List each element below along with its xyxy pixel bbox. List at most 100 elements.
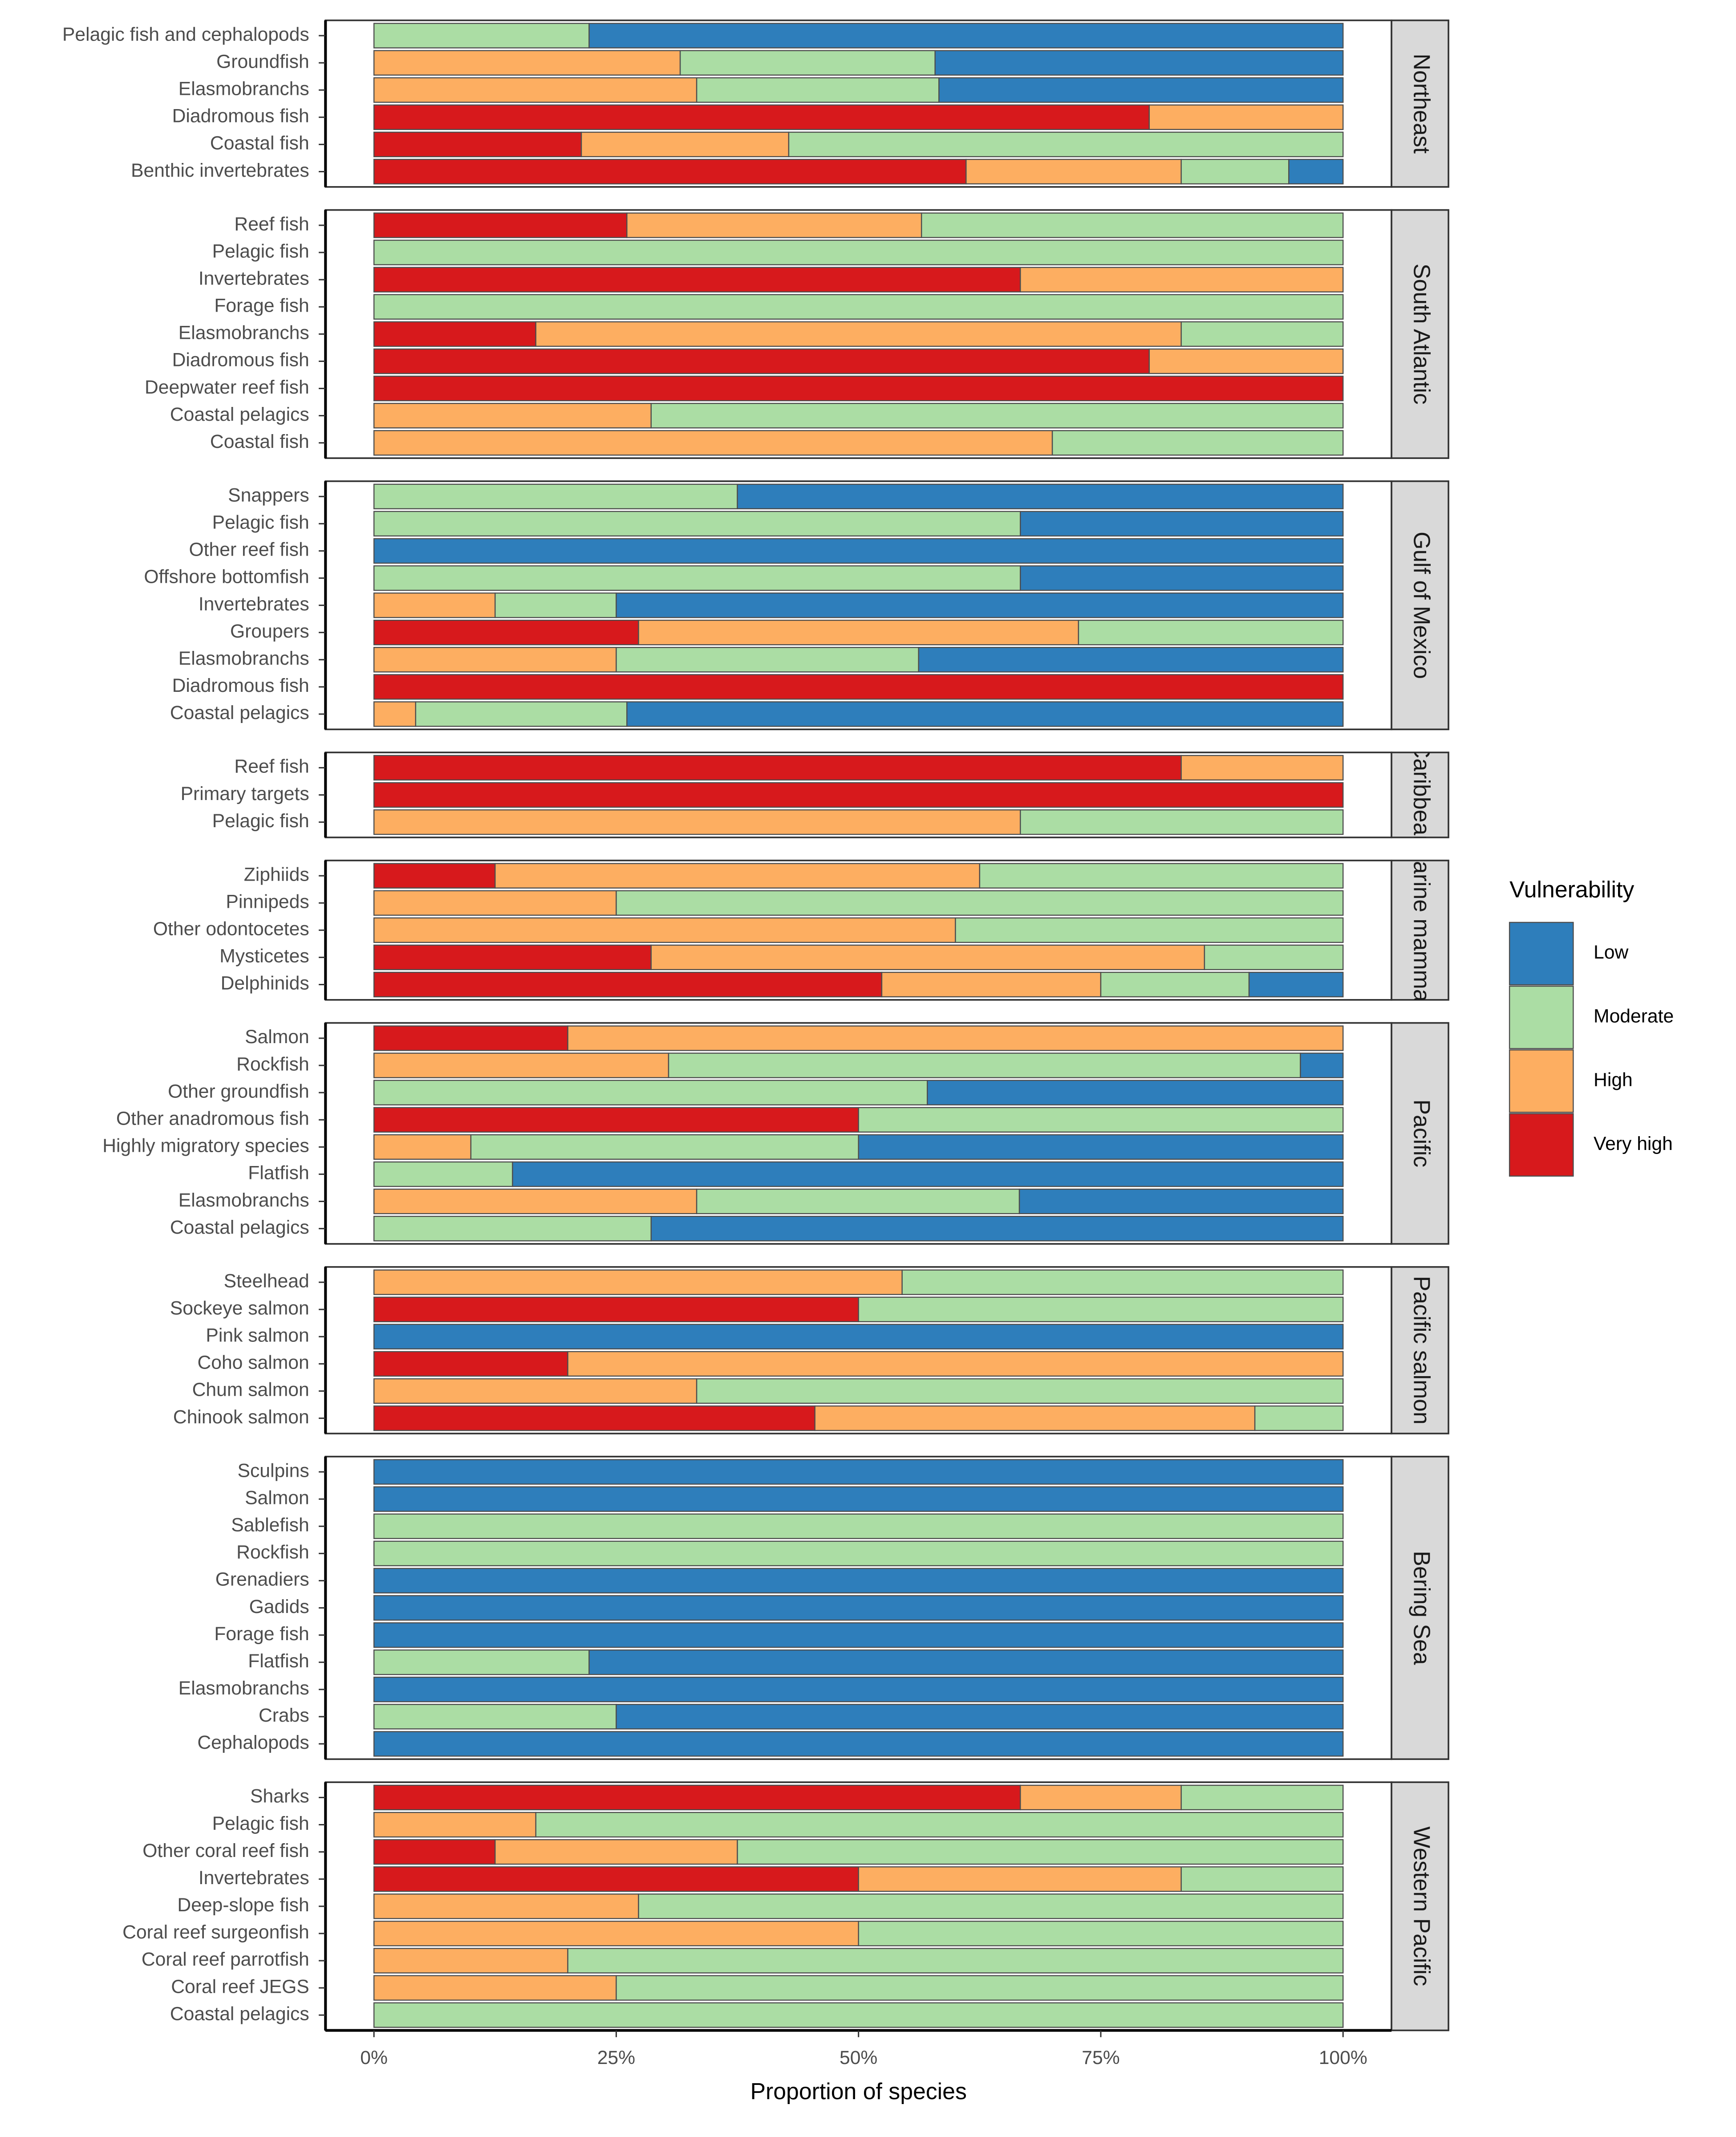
bar-segment bbox=[373, 1595, 1344, 1621]
bar-segment bbox=[373, 1080, 928, 1105]
y-tick-label: Coral reef JEGS bbox=[171, 1976, 309, 1997]
y-tick-label: Other groundfish bbox=[168, 1081, 309, 1102]
bar-segment bbox=[373, 267, 1021, 293]
bar-segment bbox=[650, 944, 1205, 971]
bar-segment bbox=[373, 1378, 698, 1404]
y-tick-label: Other coral reef fish bbox=[142, 1840, 309, 1861]
y-tick-label: Sharks bbox=[250, 1786, 309, 1807]
y-tick-label: Pink salmon bbox=[206, 1325, 309, 1346]
legend-label: High bbox=[1594, 1069, 1633, 1091]
bar-segment bbox=[470, 1134, 859, 1160]
bar-segment bbox=[626, 701, 1344, 727]
facet-strip-group: Northeast bbox=[1409, 54, 1435, 154]
y-tick-label: Pelagic fish bbox=[212, 810, 309, 832]
bar-segment bbox=[373, 1839, 496, 1865]
bar-segment bbox=[373, 1459, 1344, 1485]
bar-segment bbox=[373, 77, 698, 103]
y-tick-label: Rockfish bbox=[236, 1542, 309, 1563]
facet-strip-group: Pacific bbox=[1409, 1100, 1435, 1168]
bar-segment bbox=[1148, 348, 1344, 374]
y-tick-label: Pinnipeds bbox=[226, 891, 309, 912]
bar-segment bbox=[938, 77, 1344, 103]
facet-strip bbox=[1391, 752, 1449, 838]
bar-segment bbox=[650, 402, 1344, 429]
y-tick-label: Coastal pelagics bbox=[170, 702, 309, 723]
y-tick-label: Deep-slope fish bbox=[177, 1894, 309, 1916]
bar-segment bbox=[373, 944, 652, 971]
bar-segment bbox=[881, 971, 1102, 998]
facet-strip-group: Marine mammals bbox=[1409, 842, 1435, 1019]
bar-segment bbox=[1180, 321, 1344, 347]
bar-segment bbox=[373, 1784, 1021, 1811]
facet-strip-label: Pacific bbox=[1409, 1100, 1435, 1168]
bar-segment bbox=[921, 212, 1344, 238]
bar-segment bbox=[1180, 755, 1344, 781]
facet-strip bbox=[1391, 1022, 1449, 1245]
y-tick-label: Pelagic fish and cephalopods bbox=[62, 24, 309, 45]
y-tick-label: Chum salmon bbox=[192, 1379, 309, 1401]
bar-segment bbox=[696, 1378, 1344, 1404]
bar-segment bbox=[373, 1296, 859, 1322]
bar-segment bbox=[858, 1134, 1344, 1160]
bar-segment bbox=[965, 158, 1182, 185]
bar-segment bbox=[1248, 971, 1344, 998]
facet-strip bbox=[1391, 480, 1449, 731]
bar-segment bbox=[373, 430, 1053, 456]
legend-key bbox=[1509, 1049, 1574, 1113]
y-tick-label: Coastal pelagics bbox=[170, 404, 309, 425]
facet-strip bbox=[1391, 1266, 1449, 1434]
bar-segment bbox=[567, 1948, 1344, 1974]
bar-segment bbox=[1020, 565, 1344, 591]
bar-segment bbox=[858, 1866, 1182, 1892]
bar-segment bbox=[588, 23, 1344, 49]
bar-segment bbox=[373, 538, 1344, 564]
facet-strip-label: Marine mammals bbox=[1409, 842, 1435, 1019]
y-tick-label: Flatfish bbox=[248, 1162, 309, 1184]
y-tick-label: Diadromous fish bbox=[172, 349, 309, 371]
bar-segment bbox=[373, 23, 590, 49]
bar-segment bbox=[373, 971, 883, 998]
bar-segment bbox=[373, 1405, 815, 1431]
y-tick-label: Mysticetes bbox=[219, 946, 309, 967]
bar-segment bbox=[373, 321, 536, 347]
y-tick-label: Delphinids bbox=[221, 973, 309, 994]
x-tick-label: 50% bbox=[840, 2047, 877, 2068]
y-tick-label: Groupers bbox=[230, 621, 309, 642]
bar-segment bbox=[934, 50, 1344, 76]
bar-segment bbox=[373, 1866, 859, 1892]
y-tick-label: Pelagic fish bbox=[212, 512, 309, 533]
y-tick-label: Other odontocetes bbox=[153, 918, 309, 940]
facet-strip bbox=[1391, 19, 1449, 188]
y-tick-label: Coral reef surgeonfish bbox=[122, 1922, 309, 1943]
facet-strip-group: Caribbean bbox=[1409, 742, 1435, 848]
bar-segment bbox=[373, 1107, 859, 1133]
bar-segment bbox=[373, 104, 1150, 130]
bar-segment bbox=[1100, 971, 1250, 998]
bar-segment bbox=[373, 1513, 1344, 1539]
bar-segment bbox=[373, 1622, 1344, 1648]
bar-segment bbox=[626, 212, 922, 238]
bar-segment bbox=[373, 1351, 568, 1377]
bar-segment bbox=[737, 1839, 1344, 1865]
y-tick-label: Groundfish bbox=[216, 51, 309, 72]
bar-segment bbox=[668, 1052, 1301, 1078]
bar-segment bbox=[373, 212, 628, 238]
bar-segment bbox=[512, 1161, 1344, 1187]
bar-segment bbox=[373, 647, 617, 673]
y-tick-label: Flatfish bbox=[248, 1650, 309, 1672]
bar-segment bbox=[580, 131, 790, 158]
bar-segment bbox=[1148, 104, 1344, 130]
y-tick-label: Benthic invertebrates bbox=[131, 160, 309, 181]
y-tick-label: Coral reef parrotfish bbox=[142, 1949, 309, 1970]
y-tick-label: Pelagic fish bbox=[212, 1813, 309, 1834]
bar-segment bbox=[1020, 1784, 1182, 1811]
bar-segment bbox=[373, 1893, 639, 1919]
bar-segment bbox=[679, 50, 936, 76]
bar-segment bbox=[1288, 158, 1344, 185]
y-tick-label: Forage fish bbox=[214, 295, 309, 317]
facet-strip-label: Caribbean bbox=[1409, 742, 1435, 848]
y-tick-label: Forage fish bbox=[214, 1623, 309, 1645]
bar-segment bbox=[588, 1649, 1344, 1675]
y-tick-label: Salmon bbox=[245, 1487, 309, 1508]
